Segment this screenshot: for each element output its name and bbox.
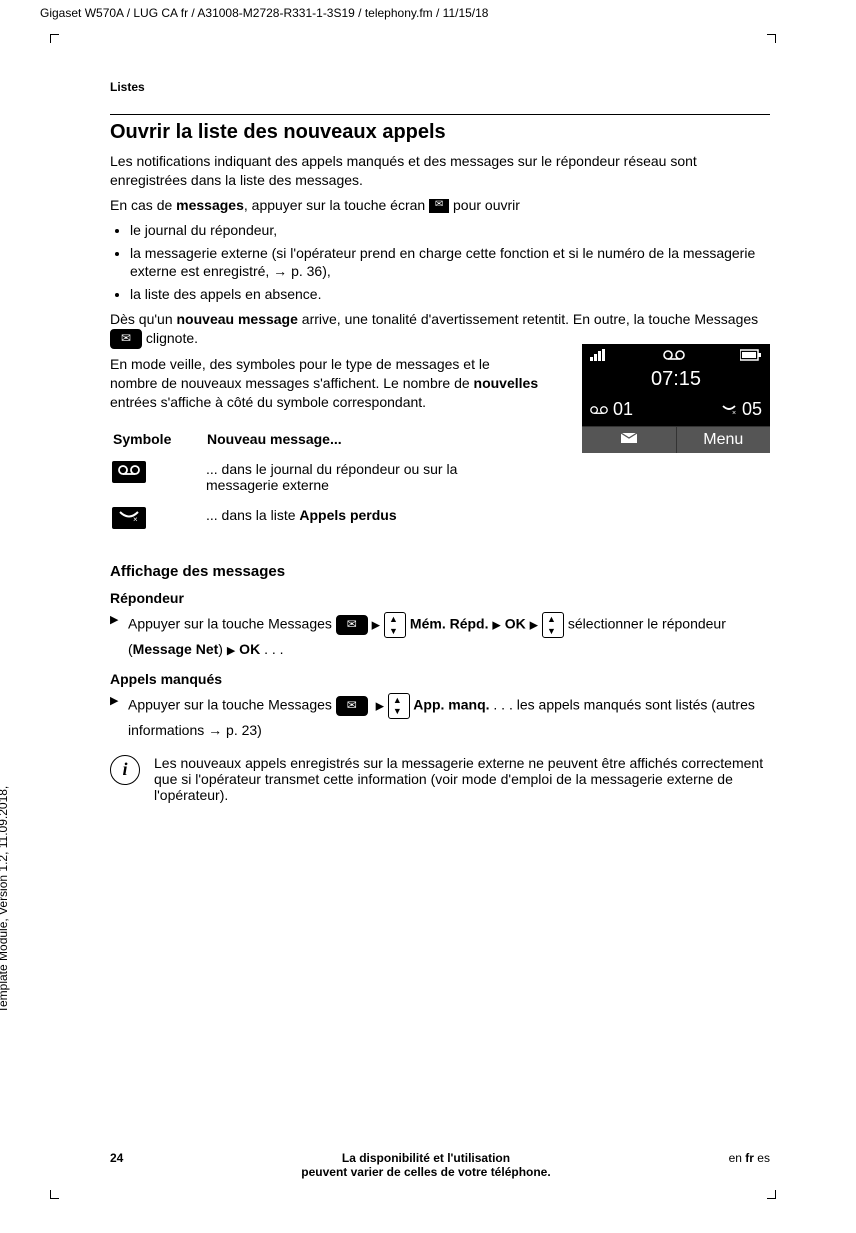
text: En cas de <box>110 197 176 213</box>
step-marker-icon: ▶ <box>110 612 128 661</box>
list-item: la liste des appels en absence. <box>130 285 770 304</box>
nav-updown-icon <box>388 693 410 719</box>
phone-display: 07:15 01 × 05 Menu <box>582 344 770 453</box>
step-marker-icon: ▶ <box>110 693 128 741</box>
text: entrées s'affiche à côté du symbole corr… <box>110 394 426 410</box>
table-cell: ... dans le journal du répondeur ou sur … <box>206 455 528 499</box>
footer: 24 La disponibilité et l'utilisation peu… <box>110 1151 770 1179</box>
text-bold: nouvelles <box>474 375 539 391</box>
phone-time: 07:15 <box>582 366 770 397</box>
missed-call-icon: × <box>112 507 146 529</box>
header-path: Gigaset W570A / LUG CA fr / A31008-M2728… <box>40 6 488 20</box>
step: ▶ Appuyer sur la touche Messages ✉ ▶ Mém… <box>110 612 770 661</box>
nav-updown-icon <box>384 612 406 638</box>
list-item: la messagerie externe (si l'opérateur pr… <box>130 244 770 282</box>
step-text: Appuyer sur la touche Messages ✉ ▶ Mém. … <box>128 612 770 661</box>
footer-center: La disponibilité et l'utilisation peuven… <box>301 1151 550 1179</box>
crop-mark <box>767 34 776 43</box>
softkey-right: Menu <box>677 427 771 453</box>
text-bold: messages <box>176 197 244 213</box>
page-number: 24 <box>110 1151 123 1165</box>
template-version-text: Template Module, Version 1.2, 11.09.2018… <box>0 786 10 1013</box>
voicemail-tape-icon <box>112 461 146 483</box>
text: , appuyer sur la touche écran <box>244 197 429 213</box>
table-cell-icon <box>112 455 204 499</box>
voicemail-count: 01 <box>590 399 633 420</box>
table-cell-icon: × <box>112 501 204 535</box>
text: pour ouvrir <box>449 197 520 213</box>
list-item: le journal du répondeur, <box>130 221 770 240</box>
info-icon: i <box>110 755 140 785</box>
heading-h4: Répondeur <box>110 590 770 606</box>
svg-text:×: × <box>732 410 736 416</box>
info-block: i Les nouveaux appels enregistrés sur la… <box>110 755 770 803</box>
voicemail-icon <box>663 348 685 364</box>
svg-text:×: × <box>133 515 138 523</box>
softkey-left <box>582 427 677 453</box>
table-header: Nouveau message... <box>206 430 528 453</box>
crop-mark <box>50 1190 59 1199</box>
battery-icon <box>740 348 762 364</box>
envelope-button-icon: ✉ <box>336 615 368 635</box>
crop-mark <box>767 1190 776 1199</box>
text-bold: nouveau message <box>177 311 298 327</box>
nav-updown-icon <box>542 612 564 638</box>
missed-call-count: × 05 <box>721 399 762 420</box>
text: Dès qu'un <box>110 311 177 327</box>
paragraph: En mode veille, des symboles pour le typ… <box>110 355 540 412</box>
envelope-button-icon: ✉ <box>336 696 368 716</box>
symbol-table: Symbole Nouveau message... ... dans le j… <box>110 428 530 537</box>
bullet-list: le journal du répondeur, la messagerie e… <box>110 221 770 305</box>
step: ▶ Appuyer sur la touche Messages ✉ ▶ App… <box>110 693 770 741</box>
signal-icon <box>590 348 608 364</box>
envelope-icon: ✉ <box>429 199 449 213</box>
paragraph: En cas de messages, appuyer sur la touch… <box>110 196 770 215</box>
section-label: Listes <box>110 80 770 94</box>
heading-h2: Ouvrir la liste des nouveaux appels <box>110 121 770 144</box>
text: arrive, une tonalité d'avertissement ret… <box>298 311 758 327</box>
horizontal-rule <box>110 114 770 115</box>
crop-mark <box>50 34 59 43</box>
text: clignote. <box>142 330 198 346</box>
table-cell: ... dans la liste Appels perdus <box>206 501 528 535</box>
footer-lang: en fr es <box>729 1151 770 1165</box>
paragraph: Les notifications indiquant des appels m… <box>110 152 770 190</box>
info-text: Les nouveaux appels enregistrés sur la m… <box>154 755 770 803</box>
heading-h4: Appels manqués <box>110 671 770 687</box>
envelope-button-icon: ✉ <box>110 329 142 349</box>
table-header: Symbole <box>112 430 204 453</box>
text: En mode veille, des symboles pour le typ… <box>110 356 490 391</box>
heading-h3: Affichage des messages <box>110 563 770 580</box>
step-text: Appuyer sur la touche Messages ✉ ▶ App. … <box>128 693 770 741</box>
